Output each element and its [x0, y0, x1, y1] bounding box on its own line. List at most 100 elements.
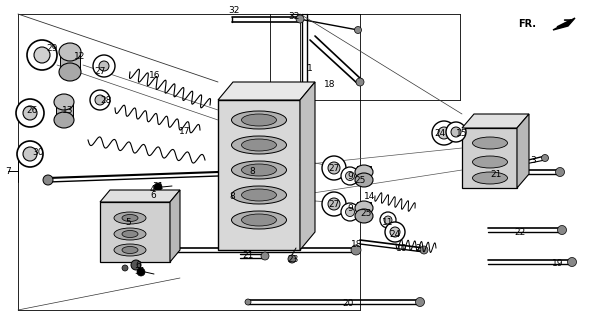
- Text: 19: 19: [552, 260, 564, 268]
- Text: 1: 1: [307, 63, 313, 73]
- Circle shape: [432, 121, 456, 145]
- Ellipse shape: [122, 230, 138, 237]
- Text: 20: 20: [342, 300, 353, 308]
- Text: 25: 25: [361, 209, 372, 218]
- Polygon shape: [300, 82, 315, 250]
- Ellipse shape: [54, 112, 74, 128]
- Circle shape: [93, 55, 115, 77]
- Text: 5: 5: [125, 218, 131, 227]
- Circle shape: [568, 258, 576, 267]
- Bar: [357, 166, 371, 180]
- Ellipse shape: [472, 137, 508, 149]
- Text: 9: 9: [347, 204, 353, 212]
- Circle shape: [451, 127, 461, 137]
- Circle shape: [23, 147, 37, 161]
- Circle shape: [346, 207, 355, 217]
- Ellipse shape: [114, 228, 146, 240]
- Text: 8: 8: [229, 191, 235, 201]
- Circle shape: [137, 268, 145, 276]
- Circle shape: [380, 212, 396, 228]
- Circle shape: [322, 156, 346, 180]
- Polygon shape: [100, 190, 180, 202]
- Text: 32: 32: [288, 12, 300, 20]
- Text: 14: 14: [364, 191, 376, 201]
- Circle shape: [122, 265, 128, 271]
- Circle shape: [542, 155, 548, 162]
- Text: 25: 25: [354, 175, 366, 185]
- Circle shape: [131, 260, 141, 270]
- Circle shape: [23, 106, 37, 120]
- Circle shape: [135, 191, 145, 201]
- Text: 21: 21: [242, 252, 254, 260]
- Text: 31: 31: [134, 268, 146, 276]
- Bar: [60, 52, 80, 72]
- Ellipse shape: [231, 111, 286, 129]
- Ellipse shape: [114, 212, 146, 224]
- Ellipse shape: [122, 246, 138, 253]
- Polygon shape: [170, 190, 180, 262]
- Ellipse shape: [355, 209, 373, 223]
- Text: 22: 22: [514, 228, 526, 236]
- Text: 32: 32: [228, 5, 240, 14]
- Text: 9: 9: [347, 172, 353, 180]
- Circle shape: [16, 99, 44, 127]
- Circle shape: [34, 47, 50, 63]
- Text: 24: 24: [389, 229, 401, 238]
- Circle shape: [346, 172, 355, 180]
- Text: 6: 6: [150, 190, 156, 199]
- Circle shape: [384, 216, 392, 224]
- Circle shape: [99, 61, 109, 71]
- Text: 17: 17: [179, 126, 191, 135]
- Text: 30: 30: [32, 148, 44, 156]
- Circle shape: [296, 15, 304, 23]
- Text: 11: 11: [382, 218, 393, 227]
- Circle shape: [261, 252, 269, 260]
- Circle shape: [438, 127, 450, 139]
- Polygon shape: [462, 114, 529, 128]
- Circle shape: [125, 193, 131, 199]
- Text: 2: 2: [415, 244, 421, 252]
- Circle shape: [328, 198, 340, 210]
- Text: 12: 12: [74, 52, 86, 60]
- Text: 7: 7: [5, 166, 11, 175]
- Ellipse shape: [242, 164, 276, 176]
- Ellipse shape: [231, 211, 286, 229]
- Circle shape: [416, 298, 425, 307]
- Ellipse shape: [59, 63, 81, 81]
- Text: 18: 18: [324, 79, 335, 89]
- Text: 13: 13: [62, 106, 74, 115]
- Ellipse shape: [355, 165, 373, 179]
- Circle shape: [17, 141, 43, 167]
- Bar: [218, 100, 300, 250]
- Circle shape: [95, 95, 105, 105]
- Bar: [357, 202, 371, 216]
- Ellipse shape: [122, 214, 138, 221]
- Circle shape: [446, 122, 466, 142]
- Ellipse shape: [231, 136, 286, 154]
- Ellipse shape: [114, 244, 146, 256]
- Text: 21: 21: [490, 170, 502, 179]
- Ellipse shape: [355, 173, 373, 187]
- Text: FR.: FR.: [518, 19, 536, 29]
- Text: 3: 3: [530, 156, 536, 164]
- Ellipse shape: [472, 156, 508, 168]
- Text: 27: 27: [328, 164, 340, 172]
- Text: 23: 23: [287, 254, 298, 263]
- Circle shape: [355, 27, 362, 34]
- Text: 16: 16: [150, 70, 161, 79]
- Bar: [56, 102, 73, 120]
- Text: 27: 27: [328, 199, 340, 209]
- Ellipse shape: [231, 186, 286, 204]
- Circle shape: [245, 299, 251, 305]
- Circle shape: [288, 255, 296, 263]
- Polygon shape: [218, 82, 315, 100]
- Polygon shape: [553, 18, 575, 30]
- Text: 8: 8: [249, 166, 255, 175]
- Circle shape: [328, 162, 340, 174]
- Circle shape: [322, 192, 346, 216]
- Text: 6: 6: [135, 261, 141, 270]
- Text: 29: 29: [46, 44, 57, 52]
- Bar: [462, 128, 517, 188]
- Ellipse shape: [242, 114, 276, 126]
- Ellipse shape: [355, 201, 373, 215]
